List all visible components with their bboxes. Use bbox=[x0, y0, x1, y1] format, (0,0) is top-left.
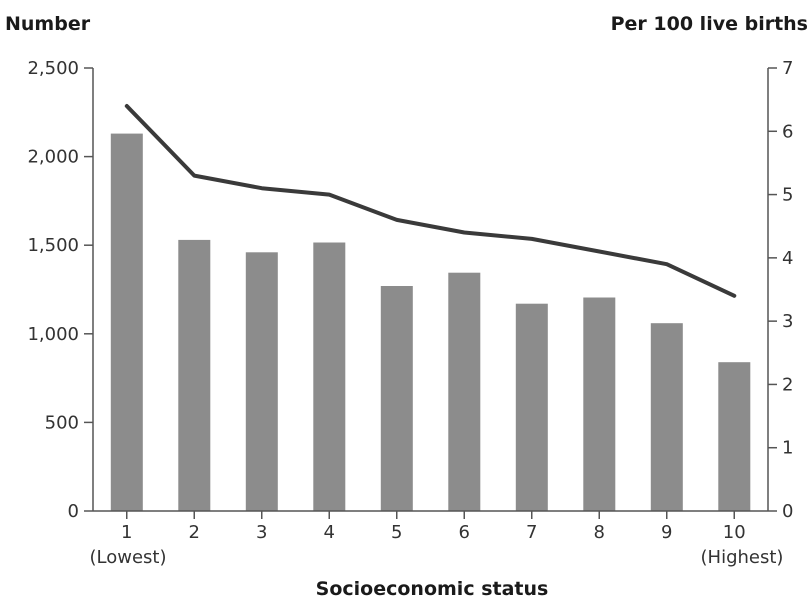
bar-3 bbox=[245, 252, 278, 512]
x-tick-label: 1 bbox=[121, 522, 132, 543]
rate-line bbox=[124, 104, 737, 298]
x-tick-label: 6 bbox=[459, 522, 470, 543]
bar-8 bbox=[583, 297, 616, 511]
right-tick-label: 6 bbox=[782, 121, 793, 142]
right-tick-label: 4 bbox=[782, 248, 793, 269]
x-axis-ticks: 1 2 3 4 5 6 7 8 9 10 bbox=[121, 511, 746, 543]
x-tick-label: 7 bbox=[526, 522, 537, 543]
bar-7 bbox=[515, 303, 548, 511]
x-sublabel-lowest: (Lowest) bbox=[89, 547, 166, 568]
right-tick-label: 7 bbox=[782, 58, 793, 79]
bar-10 bbox=[718, 362, 751, 511]
x-tick-label: 3 bbox=[256, 522, 267, 543]
x-tick-label: 10 bbox=[723, 522, 746, 543]
bar-5 bbox=[380, 286, 413, 511]
left-tick-label: 1,000 bbox=[27, 324, 79, 345]
x-tick-label: 2 bbox=[189, 522, 200, 543]
right-tick-label: 2 bbox=[782, 374, 793, 395]
right-axis-ticks: 0 1 2 3 4 5 6 7 bbox=[768, 58, 793, 522]
left-tick-label: 2,000 bbox=[27, 147, 79, 168]
rate-line-series bbox=[124, 104, 737, 298]
bar-9 bbox=[650, 323, 683, 511]
bar-2 bbox=[178, 239, 211, 511]
right-axis-title: Per 100 live births bbox=[611, 13, 808, 35]
left-tick-label: 500 bbox=[45, 412, 79, 433]
right-tick-label: 0 bbox=[782, 501, 793, 522]
right-tick-label: 5 bbox=[782, 185, 793, 206]
x-tick-label: 9 bbox=[661, 522, 672, 543]
x-axis-title: Socioeconomic status bbox=[316, 578, 549, 600]
x-tick-label: 8 bbox=[594, 522, 605, 543]
bar-1 bbox=[110, 133, 143, 511]
right-tick-label: 1 bbox=[782, 438, 793, 459]
left-axis-ticks: 0 500 1,000 1,500 2,000 2,500 bbox=[27, 58, 93, 522]
bar-series bbox=[110, 133, 751, 512]
right-tick-label: 3 bbox=[782, 311, 793, 332]
left-tick-label: 1,500 bbox=[27, 235, 79, 256]
bar-6 bbox=[448, 272, 481, 511]
left-tick-label: 0 bbox=[68, 501, 79, 522]
x-tick-label: 4 bbox=[324, 522, 335, 543]
bar-4 bbox=[313, 242, 346, 511]
x-tick-label: 5 bbox=[391, 522, 402, 543]
left-tick-label: 2,500 bbox=[27, 58, 79, 79]
x-sublabel-highest: (Highest) bbox=[701, 547, 784, 568]
axes bbox=[92, 68, 769, 512]
left-axis-title: Number bbox=[5, 13, 91, 35]
